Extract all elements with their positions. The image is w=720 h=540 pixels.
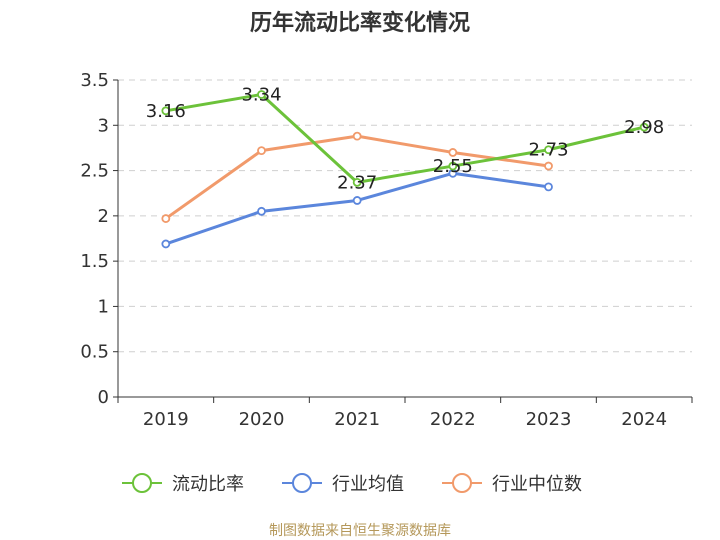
data-label: 3.16 <box>146 101 186 122</box>
data-point <box>448 161 458 171</box>
data-point <box>544 182 553 192</box>
x-tick-label: 2019 <box>143 409 189 430</box>
axes: 0 0.5 1 1.5 2 2.5 3 3.5 2019 2020 2021 2022 2023 2024 <box>80 70 693 430</box>
data-point <box>257 146 266 156</box>
legend-item-0[interactable]: 流动比率 <box>122 473 244 495</box>
data-point <box>352 131 362 141</box>
data-label: 3.34 <box>241 84 281 105</box>
legend-marker <box>292 473 312 493</box>
y-tick-label: 2.5 <box>80 161 109 182</box>
legend[interactable]: 流动比率 行业均值 行业中位数 <box>122 473 582 495</box>
data-label: 2.73 <box>528 140 568 161</box>
y-tick-label: 3.5 <box>80 70 109 91</box>
chart-title: 历年流动比率变化情况 <box>250 10 470 36</box>
grid-lines <box>118 79 692 353</box>
legend-marker <box>132 473 152 493</box>
y-tick-label: 3 <box>98 115 109 136</box>
series-1 <box>161 168 553 249</box>
y-tick-label: 1.5 <box>80 251 109 272</box>
legend-item-1[interactable]: 行业均值 <box>282 473 404 495</box>
data-point <box>257 206 266 216</box>
data-point <box>161 106 171 116</box>
data-label: 2.37 <box>337 172 377 193</box>
legend-marker <box>452 473 472 493</box>
y-tick-label: 2 <box>98 206 109 227</box>
x-tick-label: 2021 <box>334 409 380 430</box>
series-2 <box>161 131 553 223</box>
legend-item-2[interactable]: 行业中位数 <box>442 473 582 495</box>
data-point <box>352 196 362 205</box>
legend-label: 流动比率 <box>172 474 244 495</box>
data-label: 2.55 <box>433 156 473 177</box>
series-lines <box>161 90 649 249</box>
y-tick-label: 0 <box>98 387 109 408</box>
data-point <box>161 239 171 249</box>
data-label: 2.98 <box>624 117 664 138</box>
series-line <box>165 92 645 184</box>
data-point <box>544 161 553 171</box>
y-tick-label: 0.5 <box>80 342 109 363</box>
x-tick-label: 2020 <box>239 409 285 430</box>
data-point <box>544 145 553 155</box>
data-point <box>161 214 171 223</box>
y-tick-label: 1 <box>98 296 109 317</box>
data-point <box>639 122 649 132</box>
series-0 <box>161 90 649 187</box>
data-source-note: 制图数据来自恒生聚源数据库 <box>269 523 451 539</box>
data-point <box>352 177 362 187</box>
data-labels: 3.16 3.34 2.37 2.55 2.73 2.98 <box>146 84 664 193</box>
x-tick-label: 2024 <box>621 409 667 430</box>
x-tick-label: 2022 <box>430 409 476 430</box>
data-point <box>257 90 266 99</box>
legend-label: 行业均值 <box>332 474 404 495</box>
legend-label: 行业中位数 <box>492 474 582 495</box>
data-point <box>448 148 458 157</box>
x-tick-label: 2023 <box>526 409 572 430</box>
